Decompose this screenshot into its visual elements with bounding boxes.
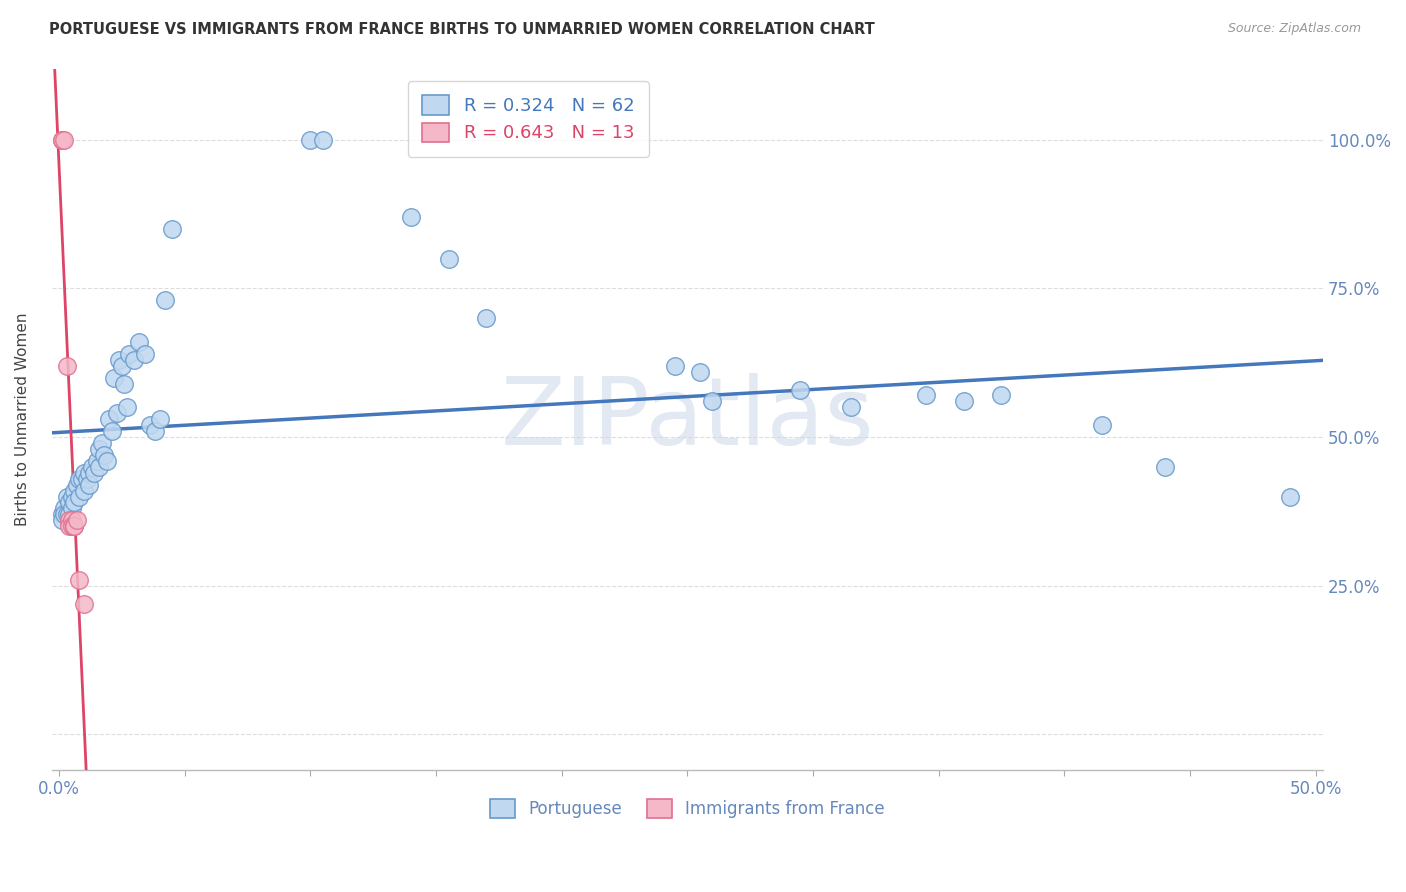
Point bbox=[1279, 490, 1302, 504]
Point bbox=[86, 454, 108, 468]
Point bbox=[67, 490, 90, 504]
Point bbox=[58, 519, 80, 533]
Point bbox=[89, 459, 111, 474]
Point bbox=[138, 418, 160, 433]
Point bbox=[51, 133, 73, 147]
Point bbox=[101, 424, 124, 438]
Point bbox=[475, 311, 498, 326]
Point bbox=[60, 519, 83, 533]
Point bbox=[55, 490, 77, 504]
Point bbox=[58, 513, 80, 527]
Point bbox=[58, 495, 80, 509]
Point bbox=[689, 365, 711, 379]
Point bbox=[60, 513, 83, 527]
Y-axis label: Births to Unmarried Women: Births to Unmarried Women bbox=[15, 312, 30, 526]
Point bbox=[73, 597, 96, 611]
Point bbox=[63, 519, 86, 533]
Point bbox=[105, 406, 128, 420]
Point bbox=[312, 133, 335, 147]
Point bbox=[63, 483, 86, 498]
Point bbox=[103, 370, 125, 384]
Point bbox=[70, 472, 93, 486]
Point bbox=[990, 388, 1012, 402]
Point bbox=[73, 466, 96, 480]
Point bbox=[153, 293, 176, 308]
Point bbox=[111, 359, 134, 373]
Point bbox=[73, 483, 96, 498]
Point bbox=[67, 472, 90, 486]
Point bbox=[51, 513, 73, 527]
Text: PORTUGUESE VS IMMIGRANTS FROM FRANCE BIRTHS TO UNMARRIED WOMEN CORRELATION CHART: PORTUGUESE VS IMMIGRANTS FROM FRANCE BIR… bbox=[49, 22, 875, 37]
Point bbox=[60, 501, 83, 516]
Point bbox=[51, 133, 73, 147]
Point bbox=[51, 508, 73, 522]
Point bbox=[702, 394, 724, 409]
Point bbox=[77, 466, 100, 480]
Point bbox=[118, 347, 141, 361]
Point bbox=[96, 454, 118, 468]
Point bbox=[60, 490, 83, 504]
Point bbox=[58, 508, 80, 522]
Point bbox=[143, 424, 166, 438]
Point bbox=[53, 133, 76, 147]
Point bbox=[664, 359, 686, 373]
Point bbox=[66, 513, 89, 527]
Point bbox=[77, 477, 100, 491]
Point bbox=[128, 334, 150, 349]
Point bbox=[1091, 418, 1114, 433]
Point bbox=[789, 383, 811, 397]
Point bbox=[108, 352, 131, 367]
Point bbox=[89, 442, 111, 456]
Point bbox=[915, 388, 938, 402]
Point bbox=[952, 394, 974, 409]
Point bbox=[55, 508, 77, 522]
Point bbox=[53, 508, 76, 522]
Point bbox=[124, 352, 146, 367]
Legend: Portuguese, Immigrants from France: Portuguese, Immigrants from France bbox=[484, 793, 891, 825]
Point bbox=[55, 359, 77, 373]
Point bbox=[112, 376, 135, 391]
Point bbox=[93, 448, 115, 462]
Point bbox=[149, 412, 172, 426]
Point bbox=[437, 252, 460, 266]
Point bbox=[839, 401, 862, 415]
Point bbox=[83, 466, 105, 480]
Point bbox=[160, 222, 183, 236]
Point bbox=[115, 401, 138, 415]
Point bbox=[66, 477, 89, 491]
Text: ZIPatlas: ZIPatlas bbox=[501, 373, 875, 466]
Point bbox=[134, 347, 156, 361]
Point bbox=[80, 459, 103, 474]
Point bbox=[1153, 459, 1175, 474]
Point bbox=[53, 501, 76, 516]
Point bbox=[63, 495, 86, 509]
Point bbox=[90, 436, 112, 450]
Point bbox=[98, 412, 121, 426]
Point bbox=[299, 133, 322, 147]
Text: Source: ZipAtlas.com: Source: ZipAtlas.com bbox=[1227, 22, 1361, 36]
Point bbox=[67, 573, 90, 587]
Point bbox=[76, 472, 98, 486]
Point bbox=[63, 519, 86, 533]
Point bbox=[399, 210, 422, 224]
